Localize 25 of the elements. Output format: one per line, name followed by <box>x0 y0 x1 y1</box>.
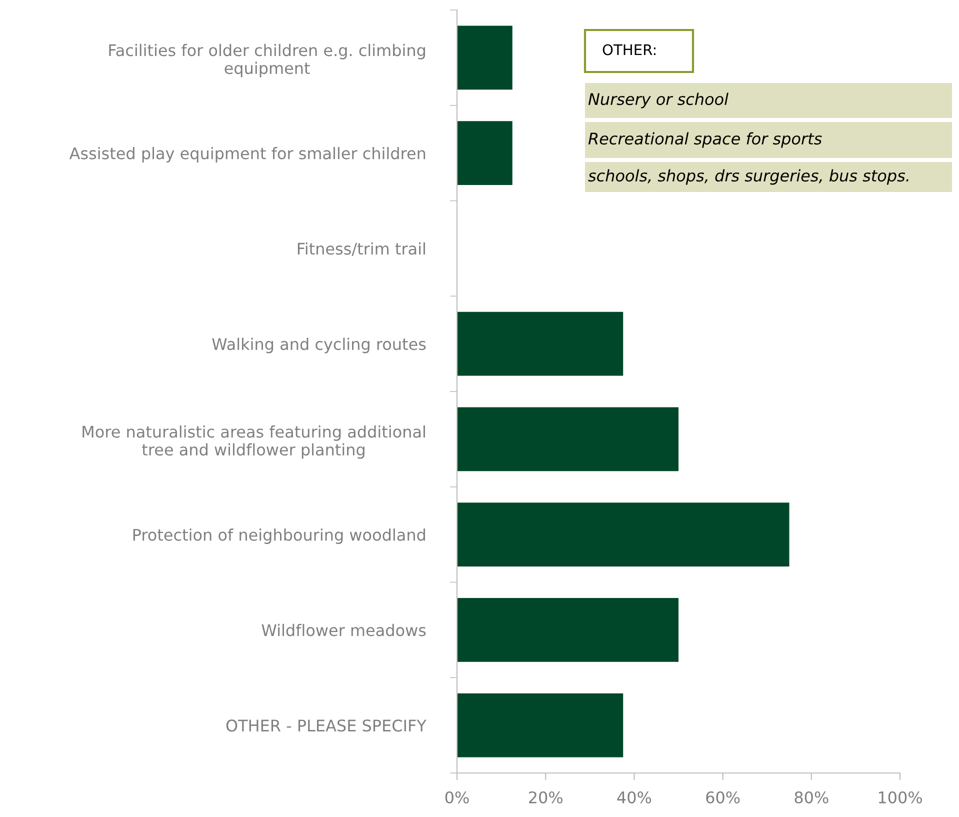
bar <box>457 407 678 472</box>
x-tick-label: 20% <box>529 791 562 804</box>
x-tick-label: 100% <box>878 791 922 804</box>
bar <box>457 121 512 186</box>
x-tick-label: 80% <box>794 791 828 804</box>
x-tick-label: 60% <box>706 791 740 804</box>
y-tick-label: OTHER - PLEASE SPECIFY <box>226 720 426 732</box>
bar <box>457 26 512 90</box>
annotation: schools, shops, drs surgeries, bus stops. <box>588 169 908 185</box>
annotation: Nursery or school <box>588 92 728 108</box>
bar <box>457 598 678 662</box>
y-tick-label: Fitness/trim trail <box>298 242 425 256</box>
y-tick-label: More naturalistic areas featuring additional tree and wildflower planting <box>82 425 425 459</box>
annotation: OTHER: <box>602 44 656 56</box>
y-tick-label: Walking and cycling routes <box>212 338 426 354</box>
bar <box>457 312 624 376</box>
y-tick-label: Wildflower meadows <box>262 624 426 636</box>
x-tick-label: 40% <box>617 791 652 804</box>
y-tick-label: Protection of neighbouring woodland <box>133 528 425 544</box>
annotation: Recreational space for sports <box>588 132 822 148</box>
bar <box>457 502 790 567</box>
y-tick-label: Assisted play equipment for smaller children <box>69 146 426 162</box>
y-tick-label: Facilities for older children e.g. climbing equipment <box>109 44 425 78</box>
bar <box>457 693 624 758</box>
x-tick-label: 0% <box>445 791 469 804</box>
